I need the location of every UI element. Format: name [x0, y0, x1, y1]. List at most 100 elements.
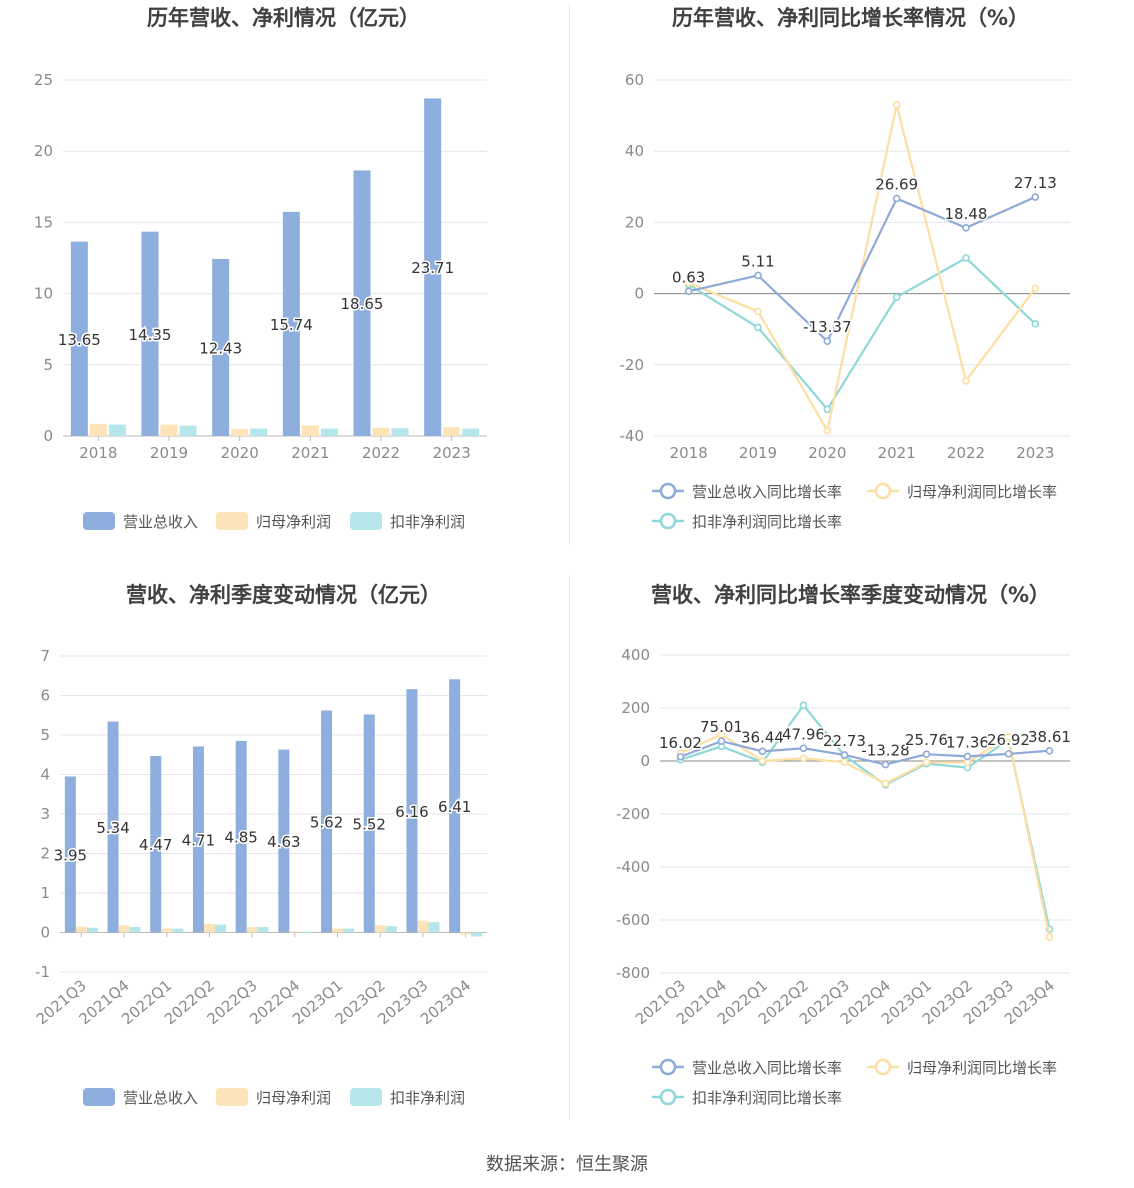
bar-revenue [235, 740, 247, 933]
legend-label: 扣非净利润同比增长率 [692, 1089, 842, 1107]
bar-deducted-profit [320, 428, 338, 436]
y-tick-label: 0 [634, 285, 644, 303]
y-tick-label: -600 [616, 911, 650, 929]
y-tick-label: 0 [43, 427, 53, 445]
line-point [962, 224, 970, 232]
legend-label: 归母净利润同比增长率 [907, 483, 1057, 501]
x-tick-label: 2021 [291, 444, 329, 462]
line-point [962, 377, 970, 385]
data-label: 26.69 [875, 176, 918, 194]
line-point [823, 337, 832, 345]
y-tick-label: -20 [620, 356, 645, 374]
bar-net-profit [417, 920, 429, 933]
data-label: 18.65 [341, 295, 384, 313]
bar-net-profit [460, 932, 472, 935]
y-tick-label: 0 [640, 752, 650, 770]
chart-title: 历年营收、净利同比增长率情况（%） [672, 6, 1029, 30]
data-label: 4.71 [182, 831, 215, 849]
x-tick-label: 2023 [433, 444, 471, 462]
line-point [962, 254, 970, 262]
y-tick-label: 0 [40, 924, 50, 942]
x-tick-label: 2019 [739, 444, 777, 462]
y-tick-label: 15 [34, 213, 53, 231]
data-label: 3.95 [54, 846, 87, 864]
legend-marker [659, 482, 677, 500]
x-tick-label: 2023 [1016, 444, 1054, 462]
line-point [1004, 733, 1013, 741]
bar-revenue [424, 98, 442, 436]
legend-label: 扣非净利润 [390, 1089, 465, 1107]
legend-marker [874, 482, 892, 500]
bar-deducted-profit [462, 428, 480, 436]
data-label: 12.43 [199, 339, 242, 357]
bar-deducted-profit [86, 927, 98, 933]
legend-marker [659, 512, 677, 530]
line-point [676, 752, 685, 761]
y-tick-label: 400 [621, 646, 650, 664]
data-label: 4.63 [267, 833, 300, 851]
data-label: 15.74 [270, 316, 313, 334]
data-label: 6.16 [395, 803, 428, 821]
line-point [754, 271, 762, 280]
data-label: 47.96 [782, 725, 825, 743]
x-tick-label: 2020 [221, 444, 259, 462]
data-label: 25.76 [905, 731, 948, 749]
line-deducted-profit-growth [688, 256, 1037, 412]
quarterly_growth-svg: 营收、净利同比增长率季度变动情况（%） -800 -600 -400 -200 0 200 4… [616, 583, 1073, 1107]
bar-revenue [107, 721, 119, 933]
bar-net-profit [332, 928, 344, 933]
y-tick-label: -800 [616, 964, 650, 982]
bar-deducted-profit [129, 926, 141, 933]
line-point [799, 744, 808, 753]
data-label: 5.34 [96, 819, 129, 837]
line-revenue-growth [688, 196, 1036, 344]
bar-net-profit [372, 427, 390, 436]
bar-deducted-profit [300, 931, 312, 933]
x-tick-label: 2022 [947, 444, 985, 462]
bar-net-profit [89, 423, 107, 436]
bar-net-profit [161, 928, 173, 933]
data-label: 4.47 [139, 836, 172, 854]
bar-revenue [363, 714, 375, 933]
data-label: 26.92 [987, 731, 1030, 749]
top-divider [569, 5, 570, 545]
annual_values-svg: 历年营收、净利情况（亿元） 0 5 10 15 20 25 2018 2019 2020 2021 2… [34, 6, 487, 531]
data-label: 22.73 [823, 732, 866, 750]
bar-revenue [150, 755, 162, 933]
x-tick-label: 2018 [670, 444, 708, 462]
y-tick-label: 3 [40, 805, 50, 823]
legend-swatch [350, 512, 382, 530]
y-tick-label: -40 [620, 427, 645, 445]
bar-net-profit [160, 424, 178, 436]
y-tick-label: -200 [616, 805, 650, 823]
line-point [881, 760, 890, 769]
bar-net-profit [75, 926, 87, 933]
quarterly-revenue-profit-panel: 营收、净利季度变动情况（亿元） -1 0 1 2 3 4 5 6 7 2021Q3 2021Q4 202… [0, 575, 567, 1120]
y-tick-label: 1 [40, 884, 50, 902]
line-point [892, 194, 901, 203]
bar-net-profit [118, 925, 130, 933]
y-tick-label: 25 [34, 71, 53, 89]
quarterly_values-svg: 营收、净利季度变动情况（亿元）-1012345672021Q32021Q4202… [33, 583, 487, 1107]
bar-revenue [64, 776, 76, 933]
chart-title: 历年营收、净利情况（亿元） [147, 6, 420, 30]
annual-revenue-profit-panel: 历年营收、净利情况（亿元） 0 5 10 15 20 25 2018 2019 2020 2021 2… [0, 0, 567, 560]
y-tick-label: 7 [40, 647, 50, 665]
y-tick-label: 20 [34, 142, 53, 160]
line-point [840, 751, 849, 759]
bar-revenue [406, 689, 418, 933]
legend-label: 归母净利润同比增长率 [907, 1059, 1057, 1077]
legend-swatch [83, 512, 115, 530]
y-tick-label: 5 [40, 726, 50, 744]
y-tick-label: 4 [40, 766, 50, 784]
line-point [758, 757, 767, 765]
y-tick-label: 6 [40, 687, 50, 705]
bottom-divider [569, 575, 570, 1120]
legend-marker [874, 1058, 892, 1076]
data-label: 38.61 [1028, 728, 1071, 746]
line-point [963, 758, 972, 767]
legend-label: 营业总收入 [123, 1089, 198, 1107]
x-tick-label: 2020 [808, 444, 846, 462]
y-tick-label: 20 [625, 213, 644, 231]
line-point [823, 405, 832, 414]
